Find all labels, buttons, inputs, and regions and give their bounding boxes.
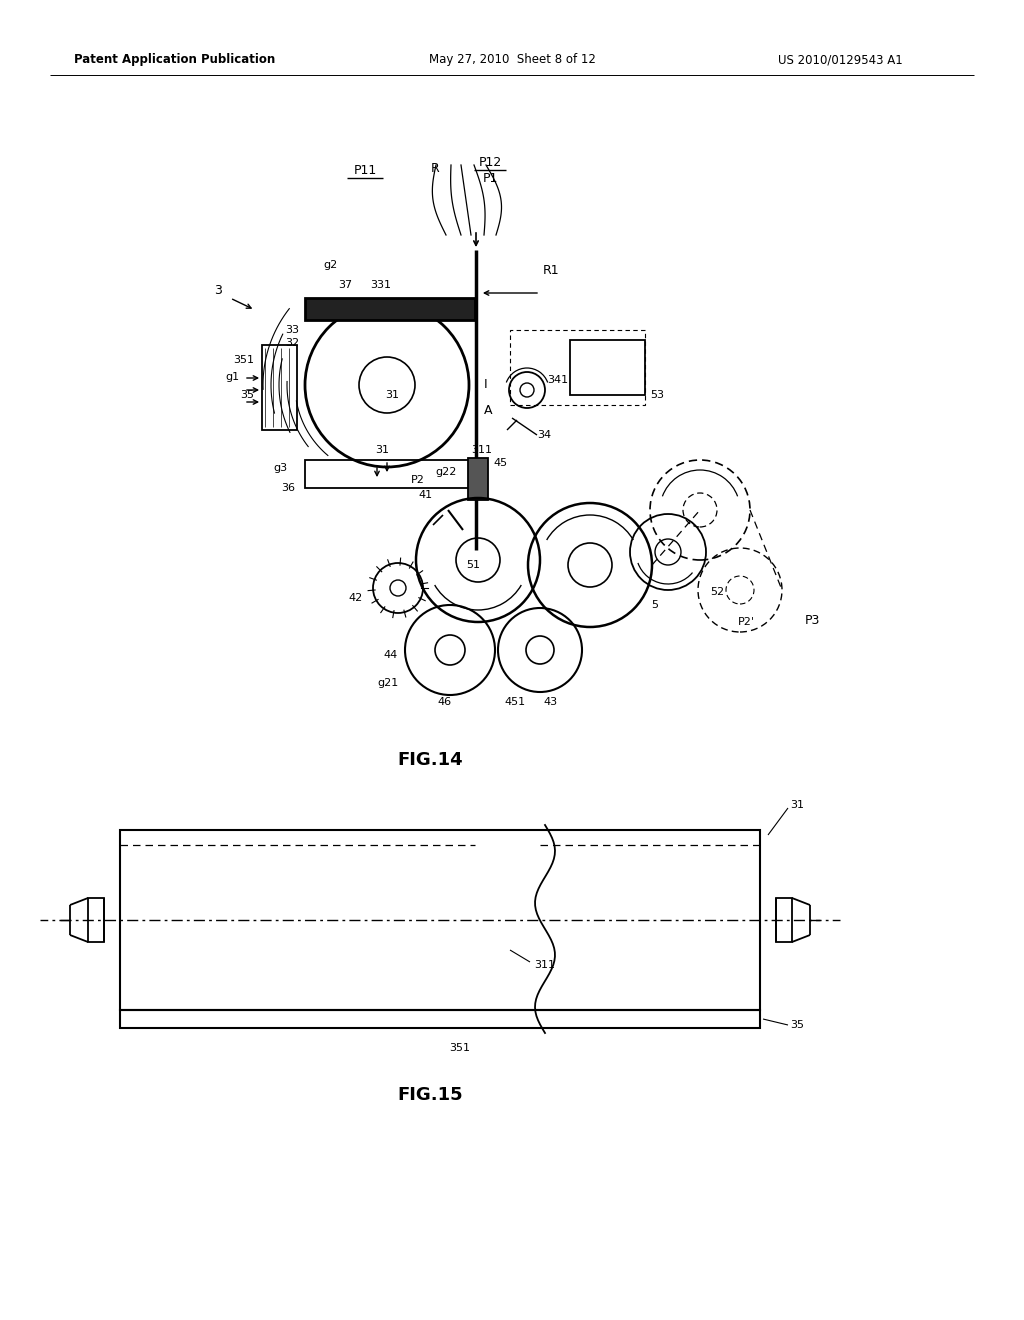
Text: May 27, 2010  Sheet 8 of 12: May 27, 2010 Sheet 8 of 12	[429, 54, 595, 66]
Text: 52: 52	[710, 587, 724, 597]
Bar	[305, 298, 475, 319]
Text: 341: 341	[547, 375, 568, 385]
Bar	[776, 898, 792, 942]
Text: R1: R1	[543, 264, 560, 276]
Text: US 2010/0129543 A1: US 2010/0129543 A1	[777, 54, 902, 66]
Bar	[88, 898, 104, 942]
Text: g22: g22	[435, 467, 457, 477]
Bar	[120, 830, 760, 1010]
Text: 311: 311	[535, 960, 555, 970]
Text: 42: 42	[349, 593, 362, 603]
Text: 32: 32	[285, 338, 299, 348]
Text: g1: g1	[226, 372, 240, 381]
Bar	[570, 341, 645, 395]
Text: 43: 43	[543, 697, 557, 708]
Text: 311: 311	[471, 445, 492, 455]
Text: 53: 53	[650, 389, 664, 400]
Text: 31: 31	[790, 800, 804, 810]
Text: 36: 36	[281, 483, 295, 492]
Text: FIG.14: FIG.14	[397, 751, 463, 770]
Text: 351: 351	[233, 355, 254, 366]
Text: 34: 34	[537, 430, 551, 440]
Text: 5: 5	[651, 601, 658, 610]
Text: g3: g3	[273, 463, 288, 473]
Text: P1: P1	[482, 172, 498, 185]
Text: FIG.15: FIG.15	[397, 1086, 463, 1104]
Text: 51: 51	[466, 560, 480, 570]
Text: P3: P3	[805, 614, 820, 627]
Text: P12: P12	[478, 156, 502, 169]
Text: P11: P11	[353, 164, 377, 177]
Text: g2: g2	[323, 260, 337, 271]
Text: 331: 331	[371, 280, 391, 290]
Bar	[120, 1010, 760, 1028]
Text: 46: 46	[438, 697, 452, 708]
Text: g21: g21	[378, 678, 398, 688]
Text: Patent Application Publication: Patent Application Publication	[75, 54, 275, 66]
Text: P2': P2'	[738, 616, 755, 627]
Text: 44: 44	[384, 649, 398, 660]
Text: 41: 41	[419, 490, 433, 500]
Text: 31: 31	[385, 389, 399, 400]
Text: 451: 451	[505, 697, 525, 708]
Text: 45: 45	[493, 458, 507, 469]
Text: 351: 351	[450, 1043, 470, 1053]
Bar	[468, 458, 488, 500]
Bar	[510, 330, 645, 405]
Text: I: I	[484, 379, 487, 392]
Bar	[262, 345, 297, 430]
Text: 3: 3	[214, 284, 222, 297]
Text: R: R	[431, 161, 439, 174]
Bar	[305, 459, 470, 488]
Text: 35: 35	[240, 389, 254, 400]
Text: P2: P2	[411, 475, 425, 484]
Text: 33: 33	[285, 325, 299, 335]
Text: 35: 35	[790, 1020, 804, 1030]
Text: A: A	[484, 404, 493, 417]
Text: 37: 37	[338, 280, 352, 290]
Text: 31: 31	[375, 445, 389, 455]
